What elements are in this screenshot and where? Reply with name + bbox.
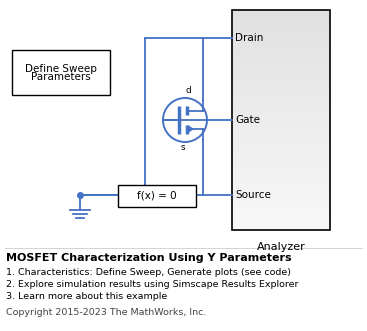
Bar <box>232 76 330 81</box>
Bar <box>232 115 330 120</box>
Bar <box>232 81 330 87</box>
Bar <box>232 192 330 197</box>
Bar <box>232 87 330 92</box>
Bar <box>232 213 330 219</box>
Bar <box>232 54 330 60</box>
Bar <box>232 180 330 186</box>
Bar <box>232 98 330 104</box>
Bar <box>232 186 330 192</box>
Bar <box>232 120 330 125</box>
Text: Drain: Drain <box>235 33 264 43</box>
Bar <box>232 175 330 180</box>
Bar <box>232 49 330 54</box>
Bar <box>232 43 330 49</box>
Text: s: s <box>181 143 185 152</box>
Bar <box>232 21 330 26</box>
Bar <box>232 10 330 230</box>
Bar <box>232 131 330 136</box>
Bar <box>232 125 330 131</box>
Text: Source: Source <box>235 190 271 200</box>
Bar <box>232 159 330 164</box>
Bar <box>232 136 330 142</box>
Text: Parameters: Parameters <box>31 72 91 82</box>
Bar <box>232 203 330 208</box>
Bar <box>232 224 330 230</box>
Bar <box>232 219 330 224</box>
Bar <box>232 10 330 16</box>
Bar <box>232 208 330 213</box>
Text: 3. Learn more about this example: 3. Learn more about this example <box>6 292 167 301</box>
Bar <box>232 26 330 32</box>
Bar <box>232 104 330 109</box>
Bar <box>12 50 110 95</box>
Bar <box>232 164 330 169</box>
Bar <box>232 148 330 153</box>
Bar <box>232 153 330 159</box>
Text: Analyzer: Analyzer <box>257 242 305 252</box>
Bar <box>232 65 330 71</box>
Text: Define Sweep: Define Sweep <box>25 64 97 73</box>
Polygon shape <box>188 126 193 132</box>
Bar <box>232 109 330 115</box>
Bar <box>118 185 196 207</box>
Bar <box>232 142 330 148</box>
Text: d: d <box>185 86 191 95</box>
Text: 2. Explore simulation results using Simscape Results Explorer: 2. Explore simulation results using Sims… <box>6 280 298 289</box>
Bar <box>232 169 330 175</box>
Bar <box>232 60 330 65</box>
Text: 1. Characteristics: Define Sweep, Generate plots (see code): 1. Characteristics: Define Sweep, Genera… <box>6 268 291 277</box>
Bar <box>232 16 330 21</box>
Text: Copyright 2015-2023 The MathWorks, Inc.: Copyright 2015-2023 The MathWorks, Inc. <box>6 308 206 317</box>
Text: Gate: Gate <box>235 115 260 125</box>
Bar <box>232 197 330 203</box>
Text: MOSFET Characterization Using Y Parameters: MOSFET Characterization Using Y Paramete… <box>6 253 292 263</box>
Bar <box>232 32 330 37</box>
Bar <box>232 92 330 98</box>
Bar <box>232 37 330 43</box>
Bar <box>232 71 330 76</box>
Text: f(x) = 0: f(x) = 0 <box>137 191 177 201</box>
